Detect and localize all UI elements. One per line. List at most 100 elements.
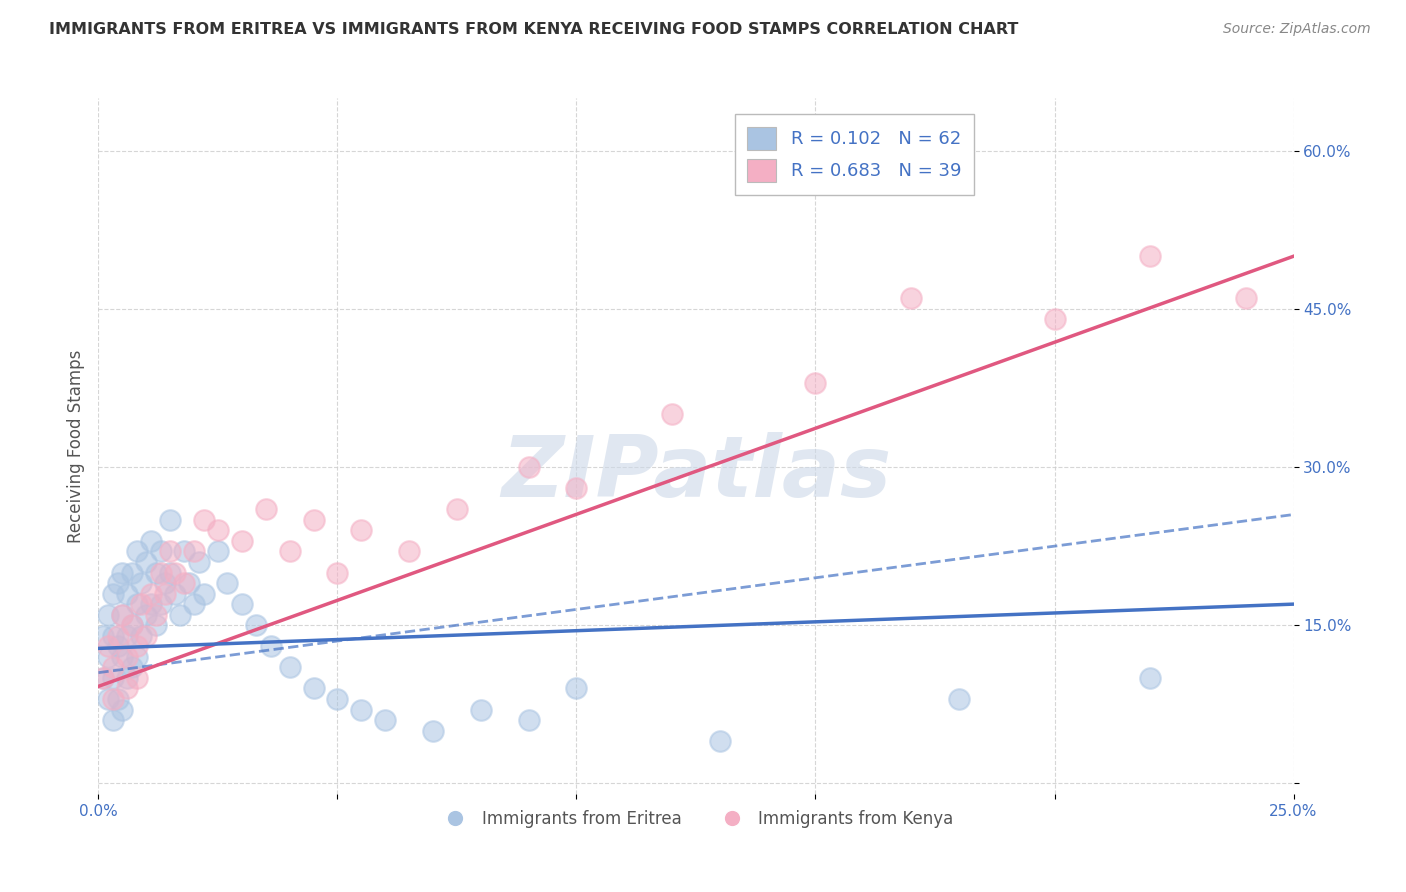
- Point: [278, 544, 301, 558]
- Point: [446, 502, 468, 516]
- Point: [231, 533, 253, 548]
- Point: [187, 555, 209, 569]
- Point: [107, 640, 129, 654]
- Point: [125, 671, 148, 685]
- Point: [111, 566, 134, 580]
- Point: [159, 566, 181, 580]
- Point: [179, 576, 201, 591]
- Point: [159, 513, 181, 527]
- Point: [193, 586, 215, 600]
- Point: [101, 692, 124, 706]
- Point: [259, 640, 281, 654]
- Point: [101, 713, 124, 727]
- Point: [948, 692, 970, 706]
- Point: [350, 524, 373, 538]
- Point: [169, 607, 191, 622]
- Point: [517, 713, 540, 727]
- Point: [111, 607, 134, 622]
- Point: [422, 723, 444, 738]
- Point: [278, 660, 301, 674]
- Point: [470, 702, 492, 716]
- Point: [326, 566, 349, 580]
- Point: [173, 576, 195, 591]
- Point: [91, 671, 114, 685]
- Point: [149, 566, 172, 580]
- Point: [135, 607, 157, 622]
- Point: [97, 640, 120, 654]
- Point: [565, 681, 588, 696]
- Y-axis label: Receiving Food Stamps: Receiving Food Stamps: [66, 350, 84, 542]
- Point: [517, 460, 540, 475]
- Point: [163, 566, 186, 580]
- Point: [398, 544, 420, 558]
- Point: [121, 566, 143, 580]
- Point: [326, 692, 349, 706]
- Point: [131, 629, 153, 643]
- Point: [207, 544, 229, 558]
- Point: [91, 671, 114, 685]
- Point: [159, 544, 181, 558]
- Point: [207, 524, 229, 538]
- Point: [149, 544, 172, 558]
- Point: [1139, 671, 1161, 685]
- Point: [183, 597, 205, 611]
- Point: [804, 376, 827, 390]
- Point: [139, 597, 162, 611]
- Point: [121, 618, 143, 632]
- Point: [155, 586, 177, 600]
- Point: [101, 586, 124, 600]
- Point: [91, 629, 114, 643]
- Point: [121, 618, 143, 632]
- Point: [111, 607, 134, 622]
- Point: [135, 555, 157, 569]
- Point: [155, 576, 177, 591]
- Text: ZIPatlas: ZIPatlas: [501, 433, 891, 516]
- Point: [125, 597, 148, 611]
- Point: [661, 408, 683, 422]
- Point: [145, 618, 167, 632]
- Point: [97, 649, 120, 664]
- Point: [149, 597, 172, 611]
- Point: [145, 607, 167, 622]
- Point: [565, 481, 588, 495]
- Point: [125, 544, 148, 558]
- Point: [900, 292, 922, 306]
- Point: [101, 629, 124, 643]
- Point: [302, 513, 325, 527]
- Point: [163, 586, 186, 600]
- Point: [115, 629, 138, 643]
- Point: [125, 649, 148, 664]
- Point: [115, 649, 138, 664]
- Point: [302, 681, 325, 696]
- Point: [139, 533, 162, 548]
- Point: [135, 629, 157, 643]
- Point: [183, 544, 205, 558]
- Point: [1139, 249, 1161, 263]
- Point: [97, 692, 120, 706]
- Point: [193, 513, 215, 527]
- Point: [217, 576, 239, 591]
- Point: [107, 692, 129, 706]
- Point: [101, 671, 124, 685]
- Text: IMMIGRANTS FROM ERITREA VS IMMIGRANTS FROM KENYA RECEIVING FOOD STAMPS CORRELATI: IMMIGRANTS FROM ERITREA VS IMMIGRANTS FR…: [49, 22, 1018, 37]
- Point: [350, 702, 373, 716]
- Point: [139, 586, 162, 600]
- Point: [245, 618, 267, 632]
- Point: [173, 544, 195, 558]
- Point: [111, 702, 134, 716]
- Legend: Immigrants from Eritrea, Immigrants from Kenya: Immigrants from Eritrea, Immigrants from…: [432, 803, 960, 834]
- Point: [97, 607, 120, 622]
- Point: [254, 502, 277, 516]
- Point: [131, 597, 153, 611]
- Point: [121, 660, 143, 674]
- Point: [115, 681, 138, 696]
- Point: [1043, 312, 1066, 326]
- Point: [107, 576, 129, 591]
- Point: [231, 597, 253, 611]
- Point: [107, 629, 129, 643]
- Point: [101, 660, 124, 674]
- Point: [374, 713, 396, 727]
- Point: [115, 671, 138, 685]
- Point: [125, 640, 148, 654]
- Text: Source: ZipAtlas.com: Source: ZipAtlas.com: [1223, 22, 1371, 37]
